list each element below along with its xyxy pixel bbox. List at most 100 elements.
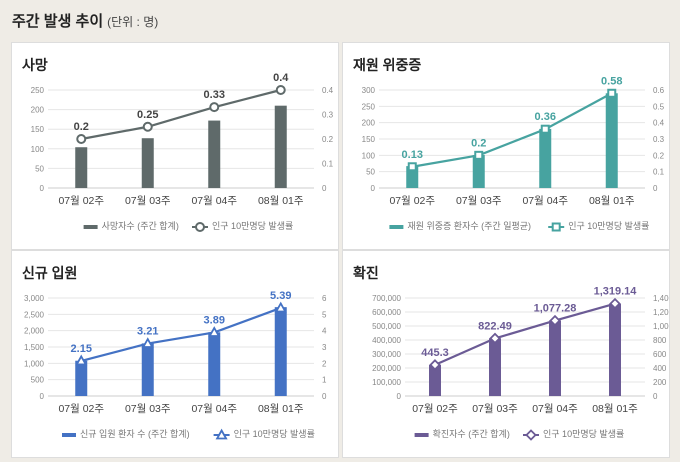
- left-tick-label: 250: [362, 102, 376, 111]
- right-tick-label: 800: [653, 336, 667, 345]
- right-tick-label: 0.4: [653, 119, 665, 128]
- left-tick-label: 500,000: [372, 322, 401, 331]
- rate-line: [81, 88, 282, 141]
- right-tick-label: 4: [322, 327, 327, 336]
- left-tick-label: 0: [371, 184, 376, 193]
- rate-line: [434, 302, 616, 366]
- bar: [208, 120, 221, 188]
- left-tick-label: 100,000: [372, 378, 401, 387]
- right-tick-label: 6: [322, 294, 327, 303]
- legend-bar-swatch: [62, 433, 76, 437]
- marker-circle: [142, 121, 153, 132]
- bar: [539, 128, 552, 188]
- data-label: 0.33: [204, 89, 225, 101]
- marker-diamond: [489, 332, 501, 345]
- data-label: 445.3: [421, 347, 449, 359]
- data-label: 0.13: [402, 149, 423, 161]
- right-tick-label: 0.5: [653, 102, 665, 111]
- bar: [472, 155, 485, 188]
- legend-bar-label: 확진자수 (주간 합계): [433, 428, 510, 439]
- panel-deaths: 사망 0 50 100 150 200 250 0 0.1 0.2 0.3 0.4 07월 02주 07…: [11, 42, 339, 250]
- bar: [75, 360, 88, 396]
- data-label: 0.36: [535, 111, 556, 123]
- left-tick-label: 0: [397, 392, 402, 401]
- left-tick-label: 500: [31, 376, 45, 385]
- bar: [609, 303, 621, 396]
- marker-diamond: [549, 314, 561, 327]
- rate-line: [80, 306, 282, 362]
- marker-diamond: [609, 297, 621, 310]
- bar: [141, 138, 154, 188]
- x-tick-label: 08월 01주: [589, 195, 635, 207]
- panel-confirmed: 확진 0 100,000 200,000 300,000 400,000 500,000 6…: [342, 250, 670, 458]
- chart-critical: 0 50 100 150 200 250 300 0 0.1 0.2 0.3 0.4 0.5 0.6 07월…: [362, 75, 665, 232]
- right-tick-label: 5: [322, 310, 327, 319]
- unit-label: (단위 : 명): [107, 15, 159, 29]
- data-label: 2.15: [71, 343, 92, 355]
- left-tick-label: 50: [35, 164, 44, 173]
- right-tick-label: 0.3: [322, 111, 334, 120]
- right-tick-label: 0.2: [653, 151, 665, 160]
- marker-triangle: [208, 326, 221, 337]
- bar: [141, 343, 154, 396]
- right-tick-label: 3: [322, 343, 327, 352]
- panel-title: 재원 위중증: [353, 57, 422, 73]
- page-header: 주간 발생 추이 (단위 : 명): [12, 10, 158, 31]
- data-label: 0.25: [137, 109, 158, 121]
- marker-square: [407, 162, 417, 172]
- data-label: 0.2: [74, 121, 89, 133]
- right-tick-label: 0.2: [322, 135, 334, 144]
- left-tick-label: 100: [362, 151, 376, 160]
- right-tick-label: 0.4: [322, 86, 334, 95]
- left-tick-label: 200: [31, 106, 45, 115]
- right-tick-label: 2: [322, 359, 327, 368]
- left-tick-label: 600,000: [372, 308, 401, 317]
- data-label: 5.39: [270, 290, 291, 302]
- marker-triangle: [274, 301, 287, 313]
- left-tick-label: 1,000: [24, 359, 45, 368]
- right-tick-label: 0.6: [653, 86, 665, 95]
- left-tick-label: 50: [366, 168, 375, 177]
- legend-line-label: 인구 10만명당 발생률: [543, 429, 624, 439]
- x-tick-label: 07월 02주: [58, 403, 104, 415]
- x-tick-label: 07월 03주: [125, 403, 171, 415]
- marker-circle: [275, 85, 286, 95]
- x-tick-label: 07월 04주: [522, 195, 568, 207]
- left-tick-label: 0: [40, 184, 45, 193]
- bar: [605, 93, 618, 188]
- marker-circle: [195, 222, 205, 232]
- x-tick-label: 08월 01주: [592, 403, 638, 415]
- right-tick-label: 0.3: [653, 135, 665, 144]
- marker-triangle: [141, 337, 154, 348]
- right-tick-label: 0.1: [653, 168, 665, 177]
- x-tick-label: 07월 02주: [389, 195, 435, 207]
- panel-title: 사망: [22, 57, 48, 73]
- right-tick-label: 0: [322, 184, 327, 193]
- x-tick-label: 07월 03주: [125, 195, 171, 207]
- bar: [406, 166, 419, 188]
- marker-square: [540, 124, 550, 134]
- bar: [208, 332, 221, 396]
- left-tick-label: 200: [362, 119, 376, 128]
- legend-bar-swatch: [414, 433, 429, 437]
- bar: [274, 307, 287, 396]
- left-tick-label: 2,000: [24, 327, 45, 336]
- data-label: 1,077.28: [534, 303, 577, 315]
- marker-square: [551, 222, 561, 232]
- left-tick-label: 300: [362, 86, 376, 95]
- bar: [274, 105, 287, 188]
- marker-square: [474, 150, 484, 160]
- legend-bar-label: 재원 위중증 환자수 (주간 일평균): [407, 220, 531, 231]
- left-tick-label: 150: [362, 135, 376, 144]
- data-label: 822.49: [478, 320, 512, 332]
- marker-triangle: [75, 354, 88, 366]
- legend-line-label: 인구 10만명당 발생률: [568, 221, 649, 231]
- legend-bar-label: 사망자수 (주간 합계): [102, 220, 179, 231]
- right-tick-label: 0.1: [322, 160, 334, 169]
- x-tick-label: 07월 04주: [532, 403, 578, 415]
- right-tick-label: 1,400: [653, 294, 669, 303]
- left-tick-label: 200,000: [372, 364, 401, 373]
- right-tick-label: 1: [322, 376, 327, 385]
- right-tick-label: 0: [653, 392, 658, 401]
- marker-square: [607, 88, 617, 98]
